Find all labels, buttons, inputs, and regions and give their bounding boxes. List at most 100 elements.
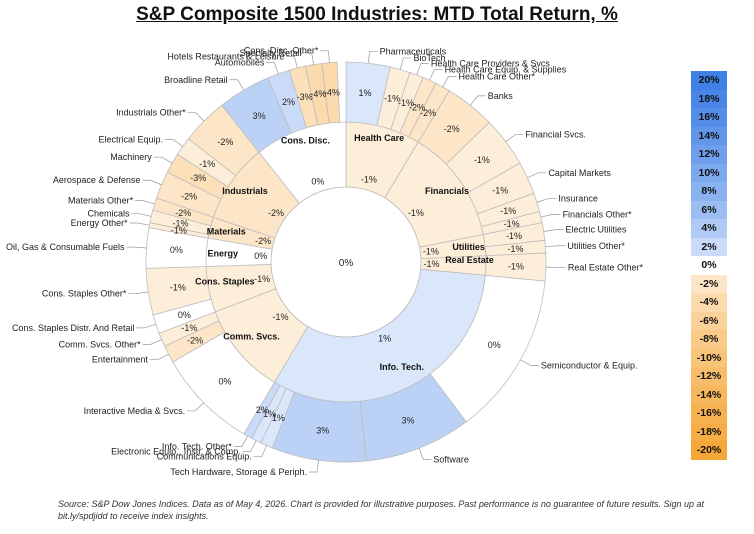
industry-name-label: Hotels Restaurants & Leisure [167,51,284,61]
industry-value-label: -1% [506,231,522,241]
sector-value-label: -2% [268,208,284,218]
leader-line [543,229,564,232]
industry-value-label: -2% [217,137,233,147]
sector-name-label: Utilities [452,242,485,252]
industry-name-label: Cons. Disc. Other* [244,46,319,56]
industry-name-label: Interactive Media & Svcs. [84,406,186,416]
legend-cell: 10% [691,163,727,182]
industry-name-label: Software [433,454,469,464]
industry-name-label: Aerospace & Defense [53,175,141,185]
industry-name-label: Automobiles [215,57,265,67]
legend-cell: -10% [691,348,727,367]
sector-value-label: -1% [273,312,289,322]
leader-line [399,57,412,70]
industry-value-label: -1% [181,323,197,333]
leader-line [286,56,298,69]
industry-name-label: Oil, Gas & Consumable Fuels [6,242,125,252]
industry-name-label: Real Estate Other* [568,262,644,272]
sector-name-label: Health Care [354,133,404,143]
industry-value-label: -1% [474,155,490,165]
leader-line [142,339,162,345]
industry-value-label: -1% [171,226,187,236]
industry-value-label: -1% [398,98,414,108]
industry-value-label: 0% [170,245,183,255]
industry-value-label: -1% [170,282,186,292]
legend-cell: -6% [691,311,727,330]
industry-value-label: 3% [316,425,329,435]
sector-value-label: 0% [311,176,324,186]
industry-name-label: Tech Hardware, Storage & Periph. [170,467,307,477]
legend-cell: -20% [691,441,727,460]
leader-line [367,50,378,64]
sector-value-label: -2% [255,236,271,246]
industry-name-label: Machinery [110,152,152,162]
leader-line [545,245,566,248]
leader-line [135,200,155,205]
leader-line [149,353,169,361]
industry-value-label: -4% [324,88,340,98]
leader-line [527,172,547,179]
industry-name-label: Capital Markets [548,168,611,178]
sector-name-label: Info. Tech. [380,362,424,372]
industry-name-label: Specialty Retail [240,48,302,58]
leader-line [229,79,245,91]
industry-value-label: -1% [172,218,188,228]
industry-value-label: -4% [310,89,326,99]
leader-line [442,76,457,88]
legend-cell: -14% [691,385,727,404]
industry-value-label: 2% [282,97,295,107]
sector-name-label: Financials [425,186,469,196]
industry-value-label: -1% [500,206,516,216]
leader-line [164,139,183,147]
industry-name-label: Industrials Other* [116,108,186,118]
sector-value-label: -1% [361,175,377,185]
leader-line [536,198,557,203]
industry-name-label: Materials Other* [68,196,134,206]
industry-value-label: -3% [190,173,206,183]
center-value-label: 0% [339,258,354,269]
industry-value-label: -2% [420,108,436,118]
industry-value-label: 3% [402,415,415,425]
industry-cons-disc-other [321,61,341,124]
sector-value-label: -1% [408,208,424,218]
leader-line [187,402,204,412]
legend-cell: -4% [691,293,727,312]
legend-cell: 6% [691,200,727,219]
sector-value-label: -1% [254,274,270,284]
sector-name-label: Energy [208,248,239,258]
leader-line [128,291,149,295]
leader-line [505,134,524,143]
leader-line [520,359,539,366]
industry-name-label: Cons. Staples Other* [42,289,127,299]
sector-value-label: -1% [423,259,439,269]
industry-name-label: Financial Svcs. [525,130,586,140]
legend-cell: -12% [691,367,727,386]
leader-line [540,214,561,218]
industry-value-label: 0% [488,340,501,350]
leader-line [131,213,152,217]
industry-name-label: BioTech [413,53,445,63]
legend-cell: 20% [691,71,727,90]
legend-cell: 8% [691,182,727,201]
leader-line [136,323,157,329]
leader-line [233,435,248,447]
leader-line [142,179,162,186]
sector-value-label: 0% [254,251,267,261]
leader-line [418,448,432,460]
leader-line [253,445,267,457]
industry-name-label: Electrical Equip. [98,134,163,144]
sector-name-label: Real Estate [445,255,494,265]
leader-line [129,222,150,226]
industry-value-label: -1% [504,219,520,229]
industry-value-label: 0% [219,376,232,386]
industry-value-label: -1% [508,261,524,271]
leader-line [303,52,314,65]
industry-name-label: Banks [488,91,514,101]
chart-title: S&P Composite 1500 Industries: MTD Total… [136,4,618,25]
sector-name-label: Cons. Disc. [281,135,330,145]
industry-value-label: 1% [263,409,276,419]
legend-cell: -18% [691,422,727,441]
industry-name-label: Pharmaceuticals [380,46,447,56]
legend-cell: 12% [691,145,727,164]
leader-line [429,69,443,81]
